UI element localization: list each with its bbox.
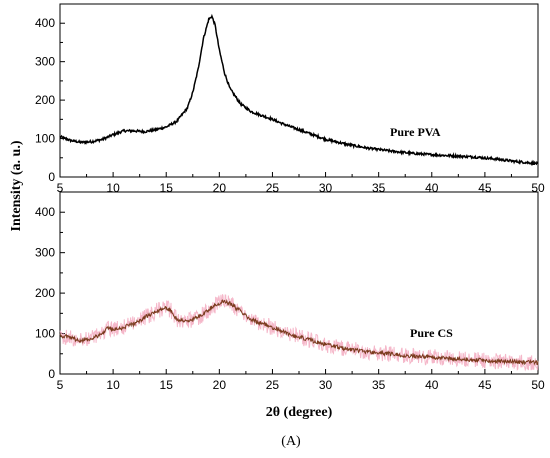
- bottom-panel-frame: [59, 191, 539, 375]
- x-tick-label: 40: [425, 378, 439, 392]
- y-tick-label: 200: [35, 286, 55, 300]
- x-tick-label: 35: [372, 181, 386, 195]
- y-tick-label: 200: [35, 93, 55, 107]
- x-tick-label: 25: [266, 181, 280, 195]
- pure-cs-series-line: [59, 299, 539, 366]
- x-tick-label: 35: [372, 378, 386, 392]
- x-tick-label: 50: [531, 378, 545, 392]
- y-axis-title: Intensity (a. u.): [9, 140, 24, 231]
- y-tick-label: 100: [35, 327, 55, 341]
- x-tick-label: 10: [106, 378, 120, 392]
- pure-pva-series-line: [59, 13, 539, 166]
- y-tick-label: 400: [35, 205, 55, 219]
- x-tick-label: 40: [425, 181, 439, 195]
- pure-cs-label: Pure CS: [410, 326, 453, 340]
- x-tick-label: 20: [213, 181, 227, 195]
- pure-pva-label: Pure PVA: [390, 125, 441, 139]
- figure-caption: (A): [281, 434, 301, 449]
- y-tick-label: 400: [35, 16, 55, 30]
- bottom-panel-ticks: 5 10 15 20 25 30 35 40 45 50 0 100 200 300 400: [35, 205, 545, 392]
- x-tick-label: 45: [478, 378, 492, 392]
- x-axis-title: 2θ (degree): [266, 405, 333, 420]
- x-tick-label: 15: [160, 181, 174, 195]
- x-tick-label: 30: [319, 181, 333, 195]
- x-tick-label: 5: [57, 181, 64, 195]
- x-tick-label: 25: [266, 378, 280, 392]
- y-tick-label: 0: [48, 367, 55, 381]
- x-tick-label: 45: [478, 181, 492, 195]
- top-panel-frame: [59, 3, 539, 178]
- x-tick-label: 15: [160, 378, 174, 392]
- x-tick-label: 20: [213, 378, 227, 392]
- y-tick-label: 0: [48, 170, 55, 184]
- x-tick-label: 5: [57, 378, 64, 392]
- y-tick-label: 100: [35, 132, 55, 146]
- x-tick-label: 30: [319, 378, 333, 392]
- y-tick-label: 300: [35, 246, 55, 260]
- bottom-panel-pure-cs: 5 10 15 20 25 30 35 40 45 50 0 100 200 300 400 Pure CS: [35, 191, 545, 392]
- x-tick-label: 10: [106, 181, 120, 195]
- y-tick-label: 300: [35, 55, 55, 69]
